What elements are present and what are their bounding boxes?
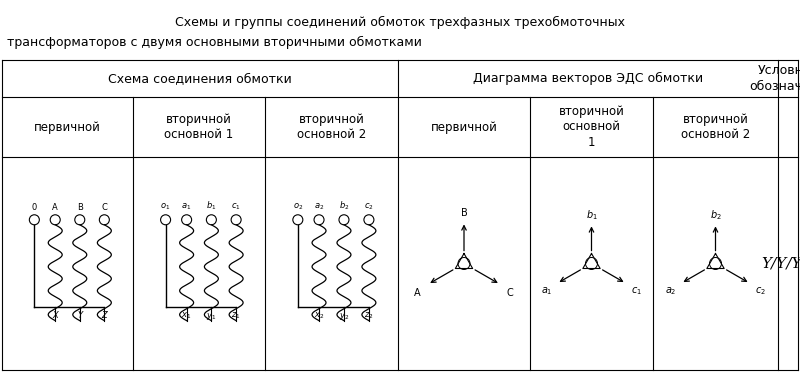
Text: $o_2$: $o_2$	[293, 201, 303, 212]
Text: Условное: Условное	[758, 64, 800, 77]
Text: A: A	[52, 203, 58, 212]
Text: вторичной
основной 1: вторичной основной 1	[164, 112, 234, 141]
Text: $x_1$: $x_1$	[182, 310, 192, 321]
Text: A: A	[414, 288, 421, 297]
Text: вторичной
основной 2: вторичной основной 2	[681, 112, 750, 141]
Text: Y: Y	[78, 310, 82, 320]
Text: B: B	[461, 209, 467, 219]
Text: C: C	[102, 203, 107, 212]
Text: Диаграмма векторов ЭДС обмотки: Диаграмма векторов ЭДС обмотки	[473, 72, 703, 85]
Text: $o_1$: $o_1$	[161, 201, 170, 212]
Text: Схема соединения обмотки: Схема соединения обмотки	[108, 72, 292, 85]
Text: Y/Y/Y-0: Y/Y/Y-0	[761, 256, 800, 270]
Text: $b_2$: $b_2$	[710, 209, 722, 222]
Text: $y_2$: $y_2$	[339, 310, 349, 322]
Text: $z_2$: $z_2$	[364, 310, 374, 321]
Text: $a_1$: $a_1$	[541, 286, 553, 297]
Text: $c_1$: $c_1$	[630, 286, 642, 297]
Text: $a_2$: $a_2$	[665, 286, 677, 297]
Text: $b_1$: $b_1$	[586, 209, 598, 222]
Text: $c_1$: $c_1$	[231, 201, 241, 212]
Text: $a_2$: $a_2$	[314, 201, 324, 212]
Text: $c_2$: $c_2$	[754, 286, 766, 297]
Text: $z_1$: $z_1$	[231, 310, 241, 321]
Text: $c_2$: $c_2$	[364, 201, 374, 212]
Text: вторичной
основной 2: вторичной основной 2	[297, 112, 366, 141]
Text: вторичной
основной
1: вторичной основной 1	[558, 105, 625, 150]
Text: $b_2$: $b_2$	[338, 199, 350, 212]
Text: первичной: первичной	[34, 120, 101, 134]
Text: X: X	[52, 310, 58, 320]
Text: B: B	[77, 203, 82, 212]
Text: $a_1$: $a_1$	[182, 201, 192, 212]
Text: Z: Z	[102, 310, 107, 320]
Text: 0: 0	[32, 203, 37, 212]
Text: $b_1$: $b_1$	[206, 199, 217, 212]
Text: C: C	[507, 288, 514, 297]
Text: $y_1$: $y_1$	[206, 310, 217, 322]
Text: первичной: первичной	[430, 120, 498, 134]
Text: Схемы и группы соединений обмоток трехфазных трехобмоточных: Схемы и группы соединений обмоток трехфа…	[175, 16, 625, 29]
Text: обозначени: обозначени	[750, 80, 800, 93]
Text: $x_2$: $x_2$	[314, 310, 324, 321]
Text: трансформаторов с двумя основными вторичными обмотками: трансформаторов с двумя основными вторич…	[7, 36, 422, 49]
